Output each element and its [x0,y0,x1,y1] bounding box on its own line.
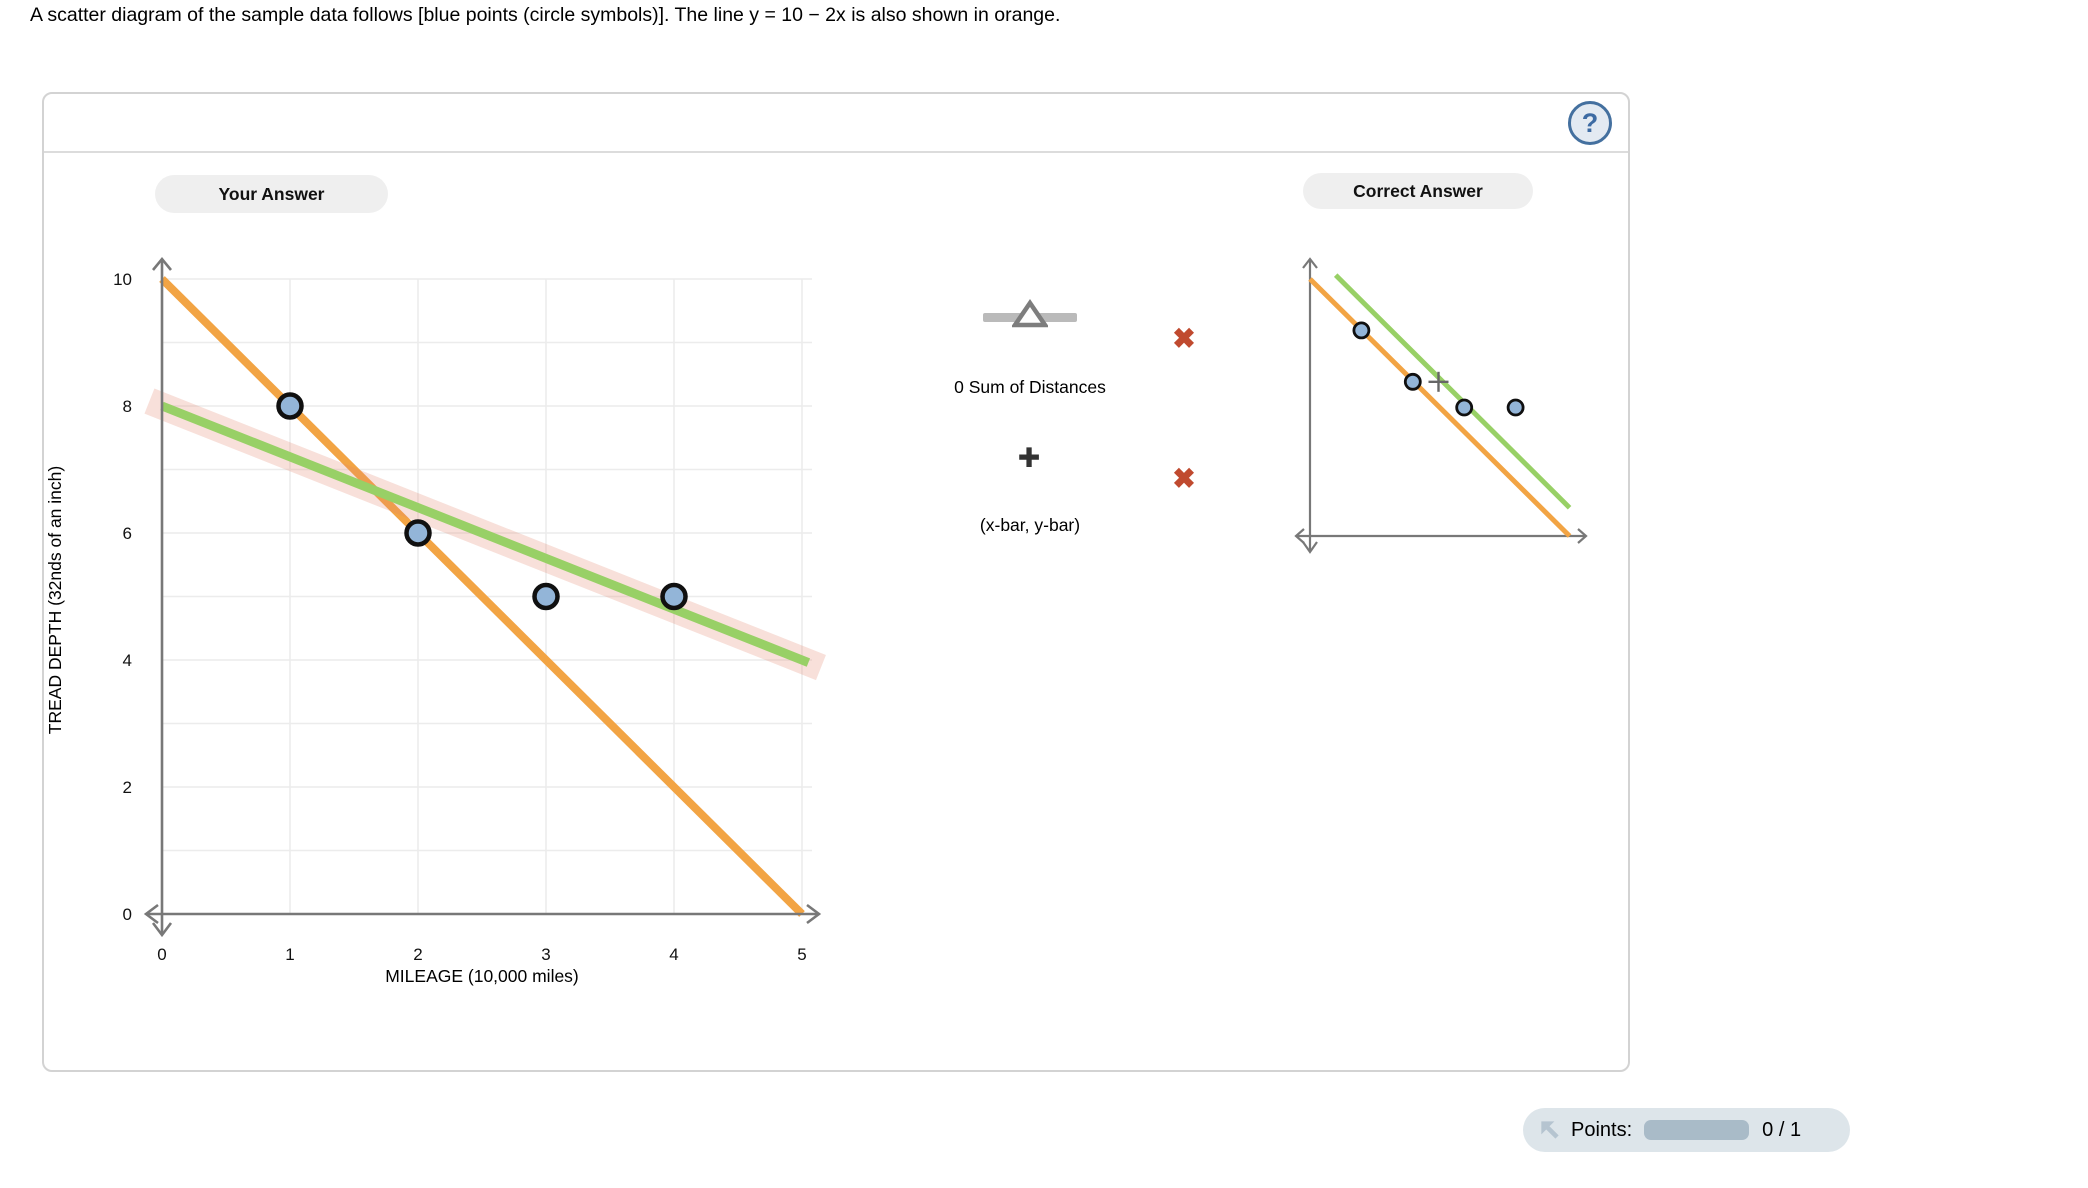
green-answer-line[interactable] [160,401,811,667]
data-point [532,582,560,611]
score-redacted-bar [1644,1120,1750,1140]
x-tick-label: 1 [285,945,294,964]
green-correct-line [1333,273,1572,510]
data-point [1506,398,1525,417]
axis-arrowhead [1302,541,1318,554]
axis-arrowhead [151,922,173,938]
x-tick-label: 0 [157,945,166,964]
centroid-handle-icon[interactable]: ✚ [1017,443,1041,473]
data-point [1352,321,1371,340]
x-tick-label: 5 [797,945,806,964]
y-tick-label: 4 [123,651,132,670]
points-label: Points: [1571,1118,1633,1141]
incorrect-x-icon: ✖ [1172,463,1196,494]
y-tick-label: 6 [123,524,132,543]
slope-slider-handle-icon[interactable] [1012,299,1048,329]
sum-of-distances-label: 0 Sum of Distances [954,377,1106,397]
data-point [1403,372,1422,391]
question-panel: ? Your Answer Correct Answer TREAD DEPTH… [42,92,1630,1072]
panel-header: ? [44,94,1628,153]
correct-answer-chart [1294,257,1588,554]
axis-arrowhead [151,256,173,271]
incorrect-x-icon: ✖ [1172,323,1196,354]
y-tick-label: 8 [123,397,132,416]
your-answer-badge: Your Answer [155,175,388,213]
y-tick-label: 0 [123,905,132,924]
axis-arrowhead [143,903,159,925]
x-tick-label: 4 [669,945,678,964]
axis-arrowhead [1294,528,1305,544]
x-tick-label: 2 [413,945,422,964]
axis-arrowhead [806,903,822,925]
y-tick-label: 2 [123,778,132,797]
y-tick-label: 10 [113,270,132,289]
instruction-text: A scatter diagram of the sample data fol… [30,4,1061,26]
axis-arrowhead [1577,528,1588,544]
help-icon[interactable]: ? [1568,101,1612,145]
data-point [660,582,688,611]
your-answer-chart[interactable]: 0 1 2 3 4 5 0 2 4 6 8 10 [44,244,844,1024]
x-axis-title: MILEAGE (10,000 miles) [385,966,579,986]
points-bar: Points: 0 / 1 [1523,1108,1850,1152]
pointer-arrow-icon [1541,1121,1559,1139]
axis-arrowhead [1302,257,1318,269]
orange-line [159,276,805,917]
data-point [404,519,432,547]
x-tick-label: 3 [541,945,550,964]
correct-answer-badge: Correct Answer [1303,173,1533,209]
orange-line [1308,277,1572,538]
centroid-label: (x-bar, y-bar) [979,515,1081,535]
points-score: 0 / 1 [1762,1118,1802,1141]
data-point [1455,398,1474,417]
data-point [276,392,304,420]
